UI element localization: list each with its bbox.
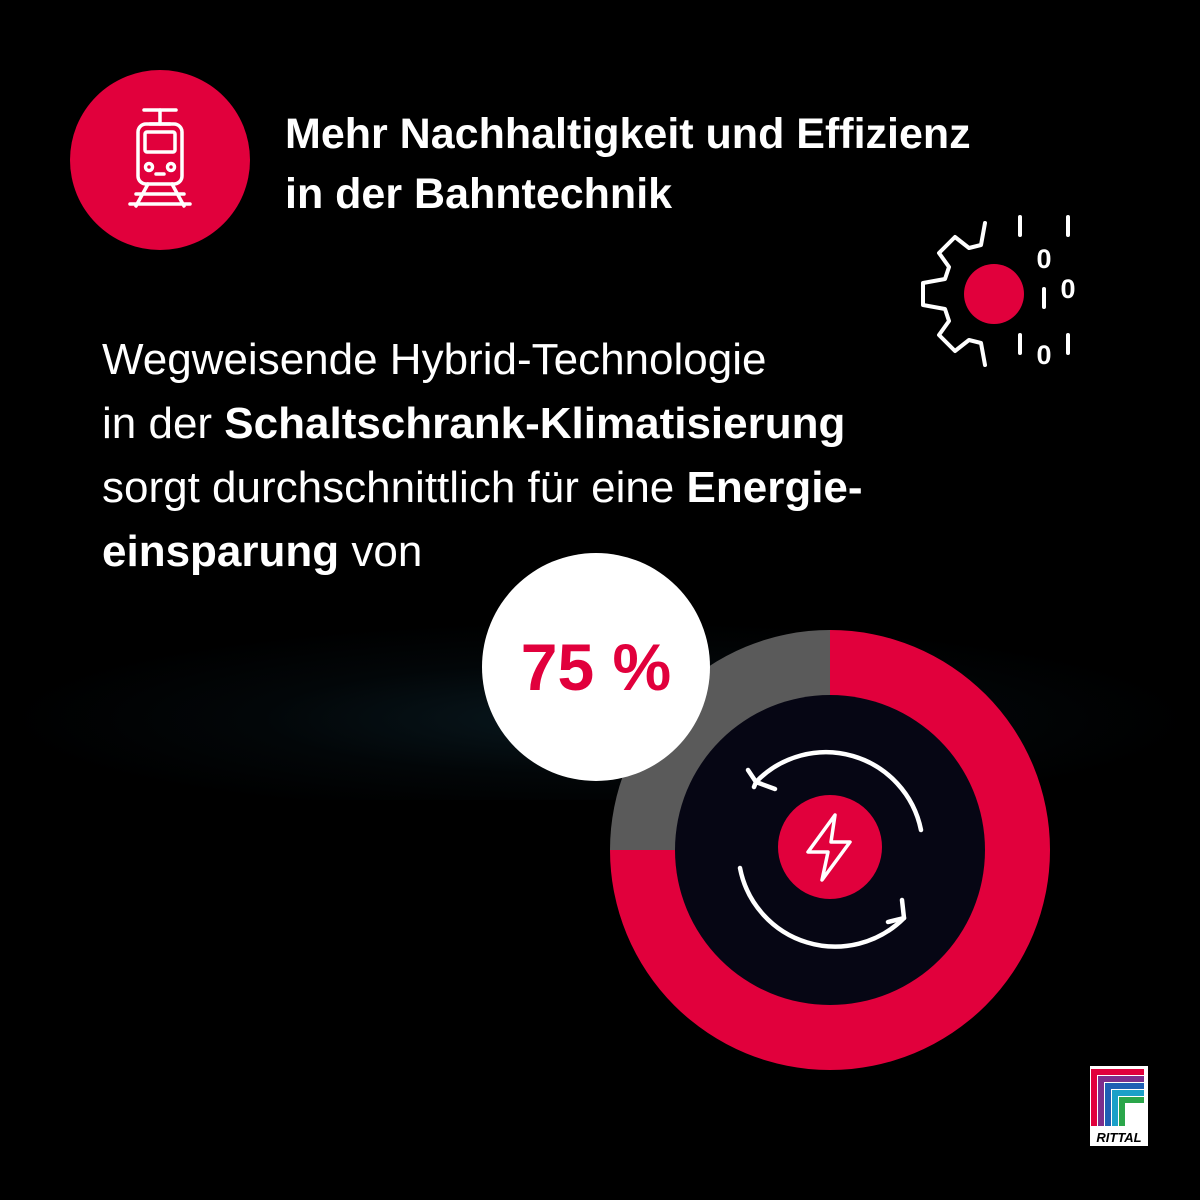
rittal-logo: RITTAL	[1090, 1066, 1148, 1146]
gear-center-dot	[964, 264, 1024, 324]
body-line-4: einsparung von	[102, 520, 1102, 584]
binary-zero: 0	[1060, 274, 1075, 304]
body-line-4-bold: einsparung	[102, 527, 340, 576]
lightning-bolt-icon	[806, 813, 852, 882]
page-title: Mehr Nachhaltigkeit und Effizienz in der…	[285, 104, 1165, 224]
binary-zero: 0	[1036, 340, 1051, 370]
body-text: Wegweisende Hybrid-Technologie in der Sc…	[102, 328, 1102, 584]
body-line-2: in der Schaltschrank-Klimatisierung	[102, 392, 1102, 456]
body-line-2-bold: Schaltschrank-Klimatisierung	[224, 399, 846, 448]
body-line-3-bold: Energie-	[686, 463, 863, 512]
gear-outline	[921, 221, 987, 367]
logo-text: RITTAL	[1096, 1130, 1141, 1145]
body-line-4-suffix: von	[339, 527, 423, 576]
body-line-2-prefix: in der	[102, 399, 225, 448]
train-badge	[70, 70, 250, 250]
title-line-1: Mehr Nachhaltigkeit und Effizienz	[285, 110, 971, 158]
value-label: 75 %	[520, 630, 672, 704]
tram-icon	[128, 108, 192, 208]
binary-zero: 0	[1036, 244, 1051, 274]
refresh-arrows-icon	[737, 750, 924, 949]
body-line-1: Wegweisende Hybrid-Technologie	[102, 335, 767, 384]
body-line-3: sorgt durchschnittlich für eine Energie-	[102, 456, 1102, 520]
value-bubble: 75 %	[482, 553, 710, 781]
title-line-2: in der Bahntechnik	[285, 170, 673, 218]
energy-center-circle	[778, 795, 882, 899]
body-line-3-prefix: sorgt durchschnittlich für eine	[102, 463, 687, 512]
gear-binary-icon: 0 0 0	[921, 215, 1076, 370]
